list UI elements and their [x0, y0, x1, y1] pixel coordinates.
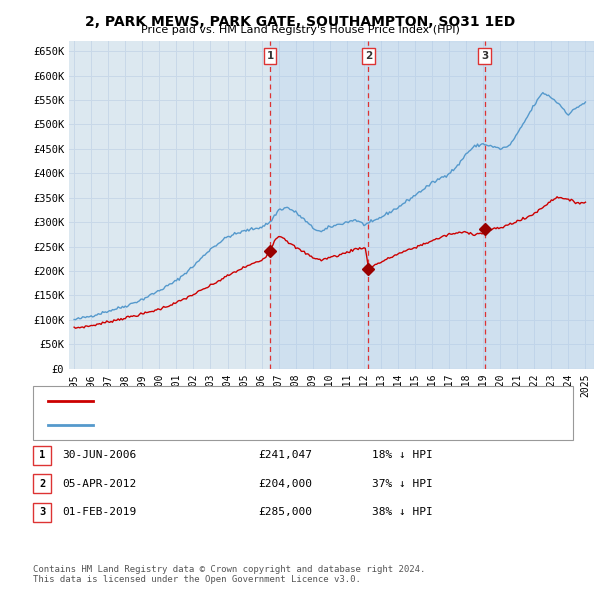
Text: 2: 2	[39, 479, 45, 489]
Text: 37% ↓ HPI: 37% ↓ HPI	[372, 479, 433, 489]
Text: 01-FEB-2019: 01-FEB-2019	[62, 507, 136, 517]
Text: 18% ↓ HPI: 18% ↓ HPI	[372, 451, 433, 460]
Text: Price paid vs. HM Land Registry's House Price Index (HPI): Price paid vs. HM Land Registry's House …	[140, 25, 460, 35]
Bar	[368, 41, 485, 369]
Text: 2, PARK MEWS, PARK GATE, SOUTHAMPTON, SO31 1ED: 2, PARK MEWS, PARK GATE, SOUTHAMPTON, SO…	[85, 15, 515, 29]
Text: 38% ↓ HPI: 38% ↓ HPI	[372, 507, 433, 517]
Text: 2, PARK MEWS, PARK GATE, SOUTHAMPTON, SO31 1ED (detached house): 2, PARK MEWS, PARK GATE, SOUTHAMPTON, SO…	[99, 396, 493, 406]
Text: 05-APR-2012: 05-APR-2012	[62, 479, 136, 489]
Text: Contains HM Land Registry data © Crown copyright and database right 2024.
This d: Contains HM Land Registry data © Crown c…	[33, 565, 425, 584]
Text: £241,047: £241,047	[258, 451, 312, 460]
Bar	[485, 41, 594, 369]
Bar	[270, 41, 368, 369]
Text: 1: 1	[266, 51, 274, 61]
Text: £285,000: £285,000	[258, 507, 312, 517]
Text: 1: 1	[39, 451, 45, 460]
Text: £204,000: £204,000	[258, 479, 312, 489]
Text: 3: 3	[39, 507, 45, 517]
Text: 2: 2	[365, 51, 372, 61]
Text: HPI: Average price, detached house, Fareham: HPI: Average price, detached house, Fare…	[99, 420, 368, 430]
Text: 3: 3	[481, 51, 488, 61]
Text: 30-JUN-2006: 30-JUN-2006	[62, 451, 136, 460]
